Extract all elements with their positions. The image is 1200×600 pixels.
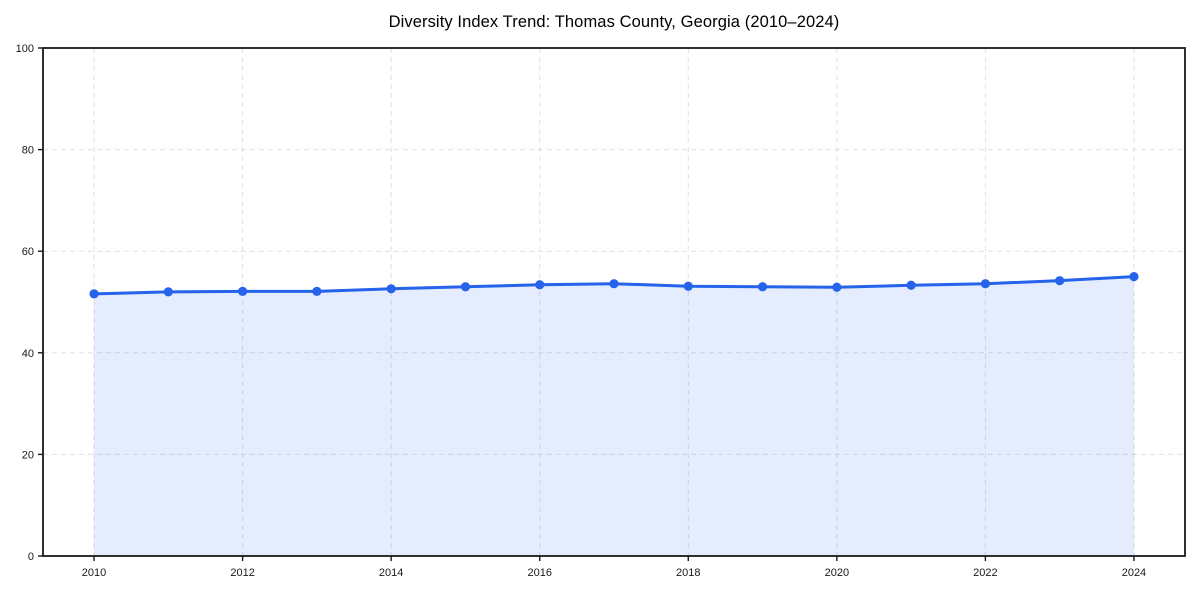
data-point-2010: [89, 289, 99, 299]
x-tick-label: 2020: [825, 567, 849, 579]
data-point-2017: [609, 279, 619, 289]
x-tick-label: 2024: [1122, 567, 1146, 579]
data-point-2019: [757, 282, 768, 292]
chart-title: Diversity Index Trend: Thomas County, Ge…: [388, 13, 840, 31]
data-point-2021: [906, 280, 916, 290]
data-points: [89, 272, 1139, 299]
x-tick-label: 2016: [527, 567, 551, 579]
data-point-2018: [683, 281, 693, 291]
x-tick-label: 2014: [379, 567, 403, 579]
data-point-2022: [980, 279, 990, 289]
axes-spines: [38, 47, 1186, 561]
data-point-2012: [238, 286, 248, 296]
y-tick-label: 100: [16, 43, 34, 55]
data-point-2020: [832, 282, 842, 292]
data-point-2016: [535, 280, 545, 290]
y-tick-label: 20: [22, 449, 34, 461]
area-fill: [94, 276, 1134, 556]
y-tick-label: 60: [22, 246, 34, 258]
x-tick-label: 2010: [82, 567, 106, 579]
plot-border: [42, 47, 1186, 557]
tick-labels: 2010 2012 2014 2016 2018 2020 2022 2024 0 20 40 60 8…: [16, 43, 1147, 579]
y-tick-label: 0: [28, 551, 34, 563]
data-point-2015: [460, 282, 471, 292]
y-tick-label: 80: [22, 145, 34, 157]
y-tick-label: 40: [22, 348, 34, 360]
data-point-2013: [312, 286, 322, 296]
area-under-line: [94, 276, 1134, 556]
data-point-2023: [1055, 276, 1065, 286]
x-tick-label: 2018: [676, 567, 700, 579]
data-point-2011: [163, 287, 173, 297]
x-tick-label: 2022: [973, 567, 997, 579]
data-point-2014: [386, 284, 396, 294]
gridlines: [43, 48, 1185, 556]
x-tick-label: 2012: [230, 567, 254, 579]
data-point-2024: [1129, 272, 1139, 282]
